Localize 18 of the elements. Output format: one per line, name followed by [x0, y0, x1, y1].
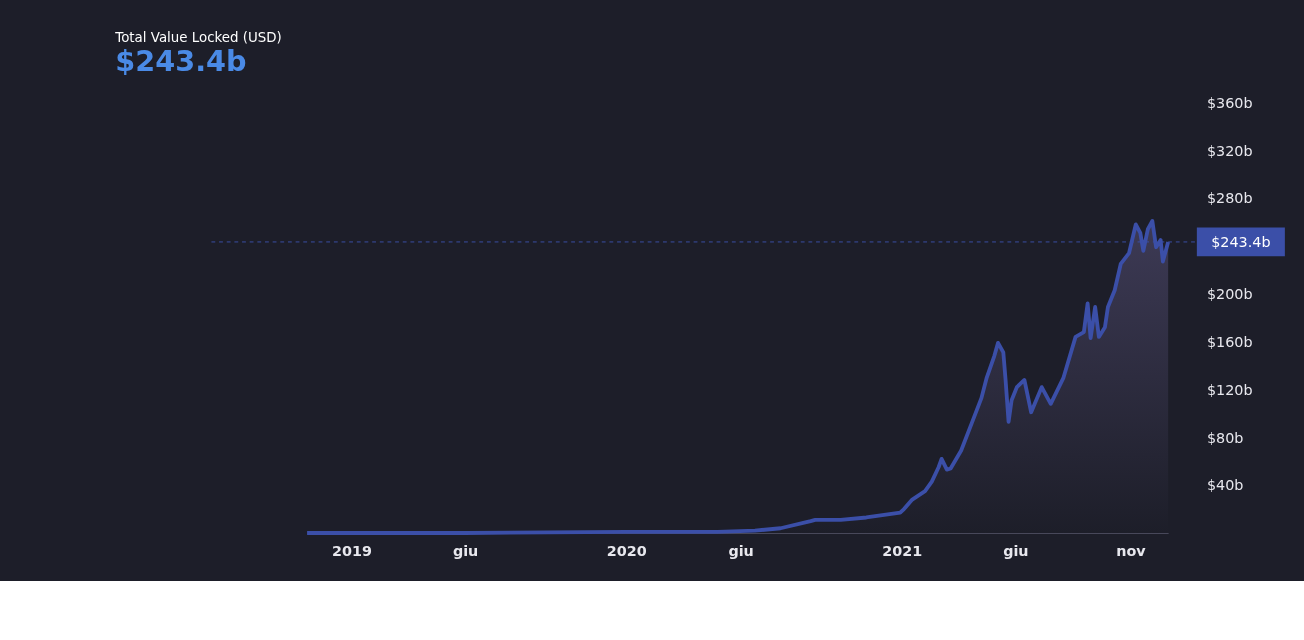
y-tick-label: $160b [1206, 333, 1253, 350]
y-tick-label: $360b [1206, 94, 1253, 111]
x-tick-label: giu [728, 543, 754, 560]
y-tick-label: $320b [1206, 142, 1253, 159]
y-tick-label: $40b [1206, 477, 1244, 494]
text: Total Value Locked (USD) [114, 30, 282, 46]
x-tick-label: 2019 [332, 543, 372, 560]
y-tick-label: $280b [1206, 190, 1253, 207]
x-tick-label: 2021 [882, 543, 923, 560]
y-tick-label: $120b [1206, 381, 1253, 398]
x-tick-label: giu [1003, 543, 1029, 560]
y-tick-label: $80b [1206, 429, 1244, 446]
x-tick-label: nov [1116, 543, 1147, 560]
x-tick-label: 2020 [606, 543, 647, 560]
ref-line-label: $243.4b [1211, 233, 1271, 250]
y-tick-label: $200b [1206, 286, 1253, 303]
x-tick-label: giu [452, 543, 479, 560]
chart-subtitle: $243.4b [115, 43, 247, 78]
